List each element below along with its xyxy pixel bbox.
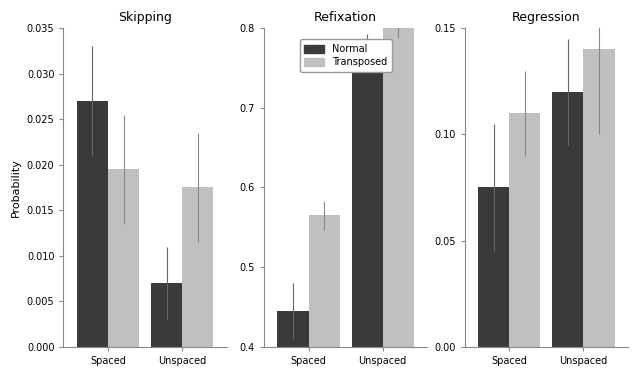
Y-axis label: Probability: Probability (11, 158, 21, 217)
Bar (552, 92, 583, 347)
Bar (583, 49, 615, 347)
Bar (151, 283, 182, 347)
Legend: Normal, Transposed: Normal, Transposed (300, 39, 392, 72)
Title: Skipping: Skipping (118, 11, 172, 24)
Bar (383, 20, 414, 377)
Bar (509, 113, 541, 347)
Bar (478, 187, 509, 347)
Title: Regression: Regression (512, 11, 581, 24)
Bar (182, 187, 213, 347)
Title: Refixation: Refixation (314, 11, 377, 24)
Bar (351, 48, 383, 377)
Bar (77, 101, 108, 347)
Bar (309, 215, 340, 377)
Bar (108, 169, 139, 347)
Bar (277, 311, 309, 377)
